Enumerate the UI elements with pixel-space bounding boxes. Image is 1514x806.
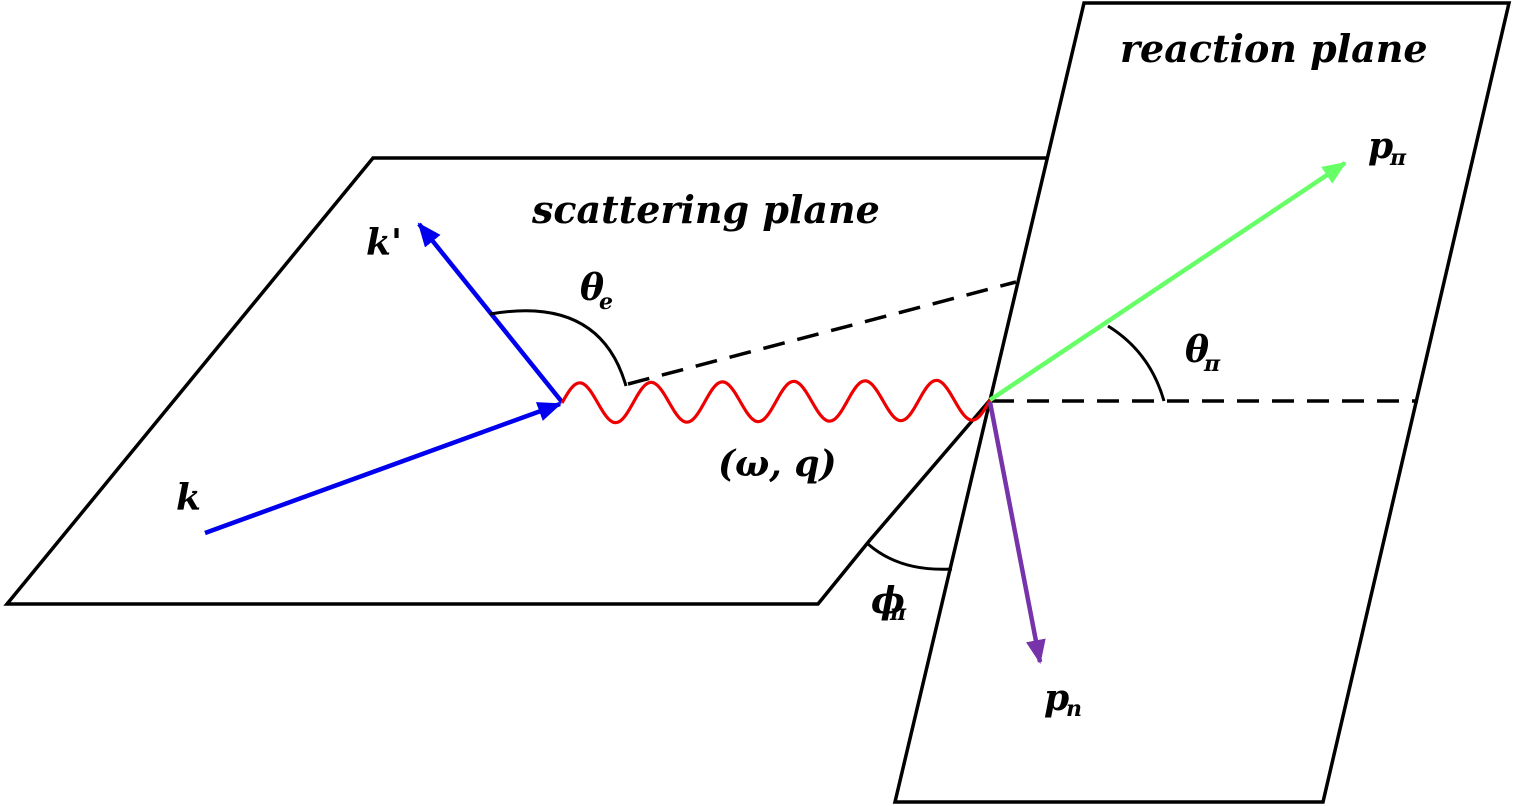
phi-pi-angle-arc [867, 542, 953, 571]
k-prime-label: k' [366, 222, 402, 264]
theta-e-subscript: e [599, 289, 613, 315]
p-pi-subscript: π [1389, 145, 1407, 171]
theta-pi-subscript: π [1203, 351, 1221, 377]
phi-pi-subscript: π [889, 600, 907, 626]
scattering-plane-front-edge [868, 398, 992, 542]
theta-pi-angle-arc [1107, 324, 1166, 402]
phi-pi-label: ϕ [871, 580, 905, 622]
k-label: k [176, 477, 201, 519]
theta-e-angle-arc [489, 309, 628, 387]
photon-direction-dashed-line [627, 280, 1017, 386]
theta-e-label: θ [580, 267, 604, 309]
p-n-subscript: n [1066, 696, 1082, 722]
pion-momentum-arrow [988, 161, 1347, 402]
omega-q-label: (ω, q) [718, 443, 837, 485]
theta-e-symbol: θ [580, 267, 604, 309]
reaction-plane-label: reaction plane [1120, 26, 1428, 71]
p-pi-label: p [1368, 125, 1393, 167]
nucleon-momentum-arrow [987, 401, 1046, 664]
reaction-plane-outline [892, 1, 1512, 804]
incoming-electron-arrow [204, 401, 562, 536]
scattering-plane-label: scattering plane [531, 187, 880, 232]
virtual-photon-wavy-line [560, 378, 992, 425]
p-n-label: p [1044, 677, 1069, 719]
scattering-plane-outline [3, 156, 1047, 606]
theta-pi-label: θ [1185, 329, 1209, 371]
